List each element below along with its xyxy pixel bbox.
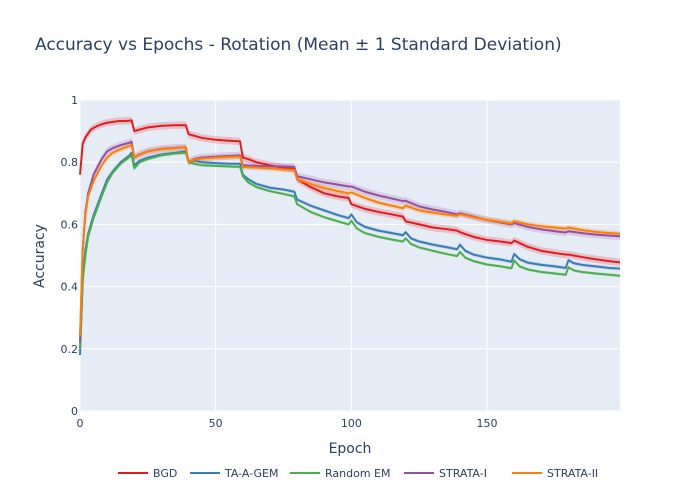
y-tick-label: 0.4 — [61, 281, 79, 294]
legend-label: STRATA-II — [547, 467, 598, 480]
series-line-4 — [79, 144, 621, 337]
x-tick-label: 100 — [341, 417, 362, 430]
y-tick-label: 0.6 — [61, 218, 79, 231]
legend-item-0[interactable]: BGD — [118, 467, 177, 480]
x-axis-title: Epoch — [329, 441, 372, 457]
legend-item-4[interactable]: STRATA-II — [512, 467, 598, 480]
y-tick-label: 1 — [71, 94, 78, 107]
y-tick-label: 0.2 — [61, 343, 79, 356]
x-tick-label: 150 — [477, 417, 498, 430]
grid — [79, 99, 620, 412]
y-tick-label: 0.8 — [61, 156, 79, 169]
legend-label: Random EM — [325, 467, 390, 480]
series-line-3 — [79, 140, 621, 343]
std-band-3 — [80, 137, 620, 347]
x-tick-label: 50 — [209, 417, 223, 430]
plot-area — [80, 100, 620, 411]
legend-label: STRATA-I — [439, 467, 487, 480]
series-line-0 — [79, 119, 621, 264]
legend-item-1[interactable]: TA-A-GEM — [190, 467, 279, 480]
y-axis-title: Accuracy — [32, 224, 48, 288]
chart-title: Accuracy vs Epochs - Rotation (Mean ± 1 … — [35, 35, 562, 55]
legend-item-2[interactable]: Random EM — [290, 467, 390, 480]
y-tick-label: 0 — [71, 405, 78, 418]
series-lines — [79, 119, 621, 356]
tick-labels: 0 0.2 0.4 0.6 0.8 1 0 50 100 150 — [61, 94, 498, 430]
x-tick-label: 0 — [77, 417, 84, 430]
legend-label: BGD — [153, 467, 177, 480]
legend-label: TA-A-GEM — [224, 467, 279, 480]
legend-item-3[interactable]: STRATA-I — [404, 467, 487, 480]
series-line-2 — [79, 151, 621, 349]
legend: BGD TA-A-GEM Random EM STRATA-I STRATA-II — [118, 467, 598, 480]
